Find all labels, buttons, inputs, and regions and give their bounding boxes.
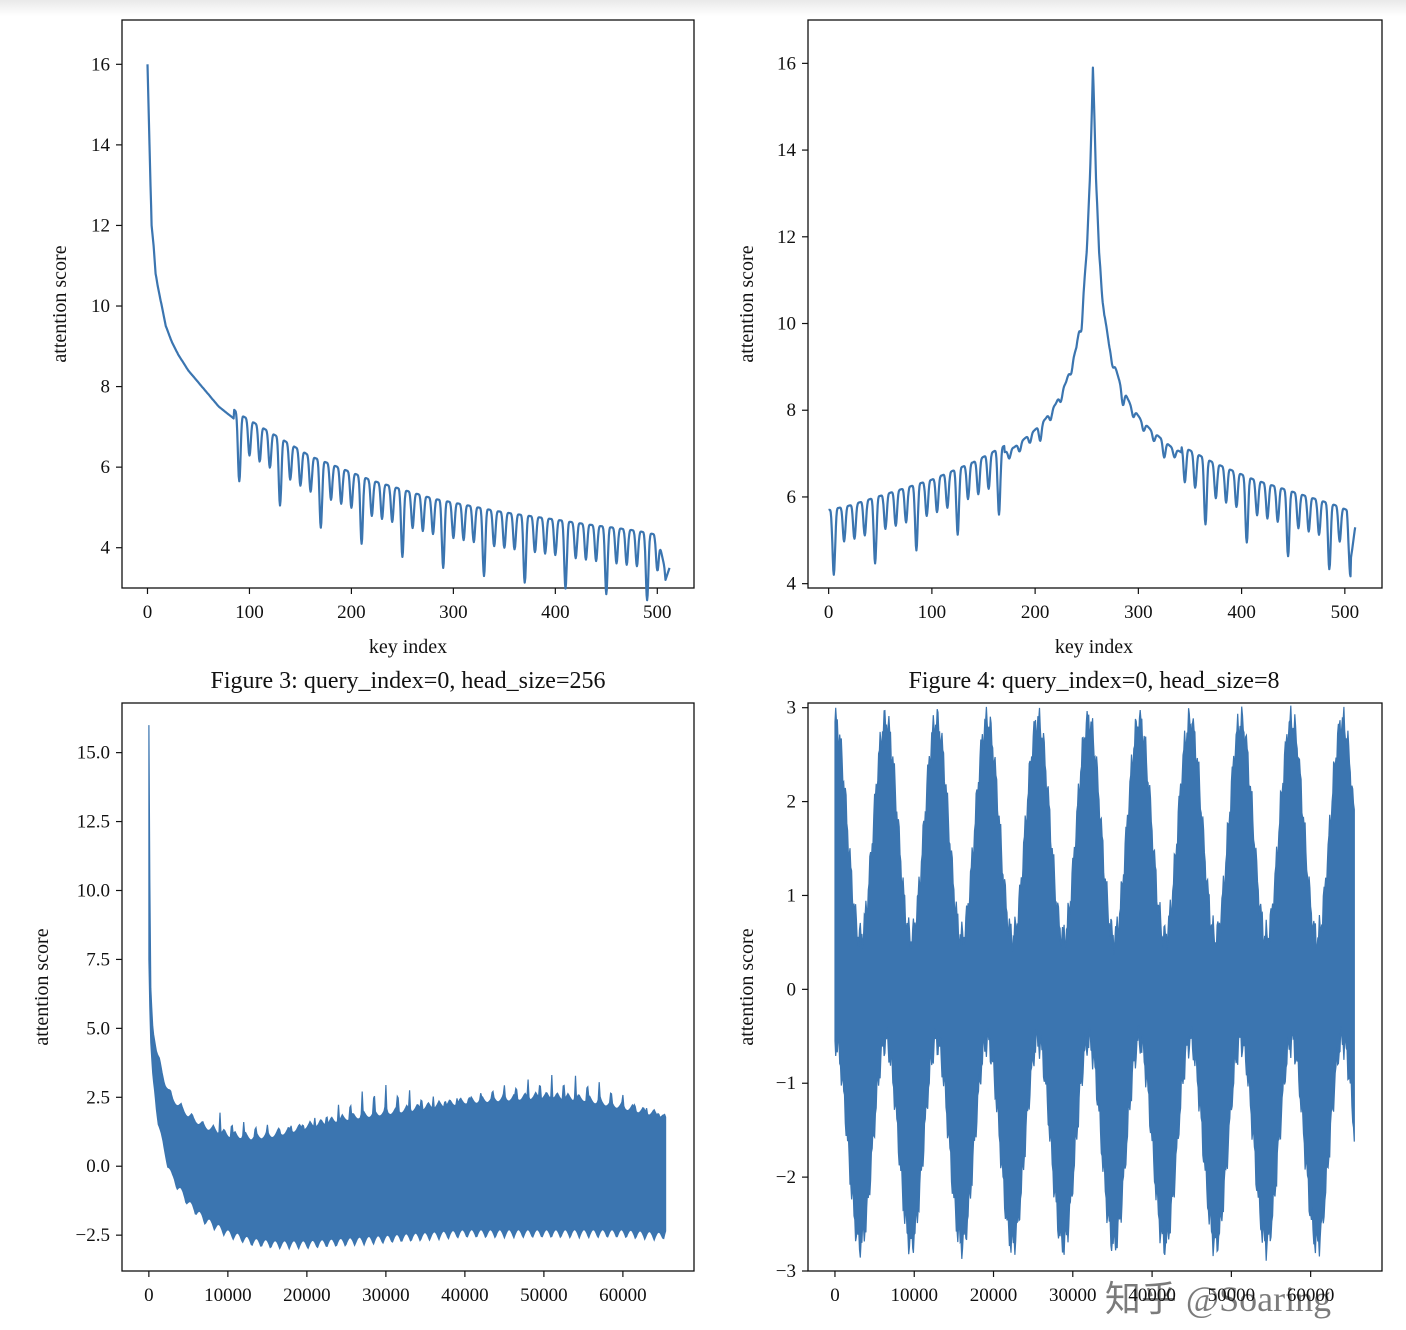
y-tick-label: 6 [101, 457, 111, 478]
x-tick-label: 30000 [1049, 1285, 1097, 1306]
y-tick-label: 12 [91, 215, 110, 236]
y-tick-label: 16 [777, 53, 796, 74]
x-axis-label: key index [369, 636, 447, 658]
y-tick-label: 4 [787, 574, 797, 595]
chart-bottom-right: attention score 0 10000 20000 30000 40000 500… [736, 698, 1383, 1306]
series-band [148, 725, 667, 1251]
x-tick-label: 50000 [1208, 1285, 1256, 1306]
top-fade-band [0, 0, 1406, 16]
y-axis-label: attention score [736, 928, 758, 1045]
chart-top-left: key index attention score 0 100 200 300 400 5… [49, 19, 695, 658]
x-tick-label: 20000 [970, 1285, 1018, 1306]
y-tick-label: 0 [787, 979, 797, 1000]
y-tick-label: 3 [787, 698, 797, 719]
y-tick-label: −3 [776, 1261, 796, 1282]
zhihu-watermark: 知乎 @Soaring [1105, 1279, 1331, 1319]
y-tick-label: 14 [91, 135, 111, 156]
y-tick-label: 1 [787, 885, 797, 906]
x-tick-label: 400 [1227, 602, 1256, 623]
x-tick-label: 0 [830, 1285, 840, 1306]
y-tick-label: 2.5 [86, 1087, 110, 1108]
plot-frame [121, 19, 695, 589]
y-axis-label: attention score [736, 245, 758, 362]
plot-frame [807, 702, 1383, 1272]
plot-frame [807, 19, 1383, 589]
y-tick-label: −2.5 [76, 1225, 110, 1246]
x-tick-label: 50000 [520, 1285, 568, 1306]
x-tick-label: 10000 [204, 1285, 252, 1306]
figure-4-caption: Figure 4: query_index=0, head_size=8 [909, 668, 1280, 694]
x-tick-label: 200 [337, 602, 366, 623]
y-tick-label: 10 [91, 296, 110, 317]
y-tick-label: 4 [101, 538, 111, 559]
y-tick-label: −1 [776, 1073, 796, 1094]
plot-frame [121, 702, 695, 1272]
x-tick-label: 400 [541, 602, 570, 623]
x-tick-label: 200 [1021, 602, 1050, 623]
x-tick-label: 10000 [890, 1285, 938, 1306]
y-tick-label: −2 [776, 1167, 796, 1188]
y-tick-label: 0.0 [86, 1156, 110, 1177]
chart-bottom-left: attention score 0 10000 20000 30000 40000 500… [31, 702, 695, 1306]
series-line [146, 64, 671, 602]
x-tick-label: 0 [143, 602, 153, 623]
y-tick-label: 10 [777, 314, 796, 335]
y-tick-label: 5.0 [86, 1018, 110, 1039]
y-tick-label: 15.0 [77, 743, 110, 764]
y-tick-label: 8 [101, 377, 111, 398]
x-tick-label: 20000 [283, 1285, 331, 1306]
x-tick-label: 60000 [1287, 1285, 1335, 1306]
x-tick-label: 40000 [441, 1285, 489, 1306]
y-tick-label: 16 [91, 54, 110, 75]
series-line [828, 66, 1357, 578]
x-tick-label: 100 [235, 602, 264, 623]
x-tick-label: 100 [918, 602, 947, 623]
x-tick-label: 500 [1331, 602, 1360, 623]
figure-3-caption: Figure 3: query_index=0, head_size=256 [211, 668, 606, 694]
x-tick-label: 0 [144, 1285, 154, 1306]
x-tick-label: 300 [439, 602, 468, 623]
y-tick-label: 8 [787, 400, 797, 421]
x-tick-label: 500 [643, 602, 672, 623]
x-tick-label: 60000 [599, 1285, 647, 1306]
x-tick-label: 0 [824, 602, 834, 623]
y-tick-label: 7.5 [86, 949, 110, 970]
y-tick-label: 2 [787, 792, 797, 813]
chart-top-right: key index attention score 0 100 200 300 400 5… [736, 19, 1383, 658]
x-axis-label: key index [1055, 636, 1133, 658]
y-tick-label: 12 [777, 227, 796, 248]
y-tick-label: 10.0 [77, 880, 110, 901]
x-tick-label: 300 [1124, 602, 1153, 623]
y-tick-label: 6 [787, 487, 797, 508]
series-band [834, 705, 1355, 1261]
y-tick-label: 12.5 [77, 812, 110, 833]
x-tick-label: 30000 [362, 1285, 410, 1306]
x-tick-label: 40000 [1128, 1285, 1176, 1306]
y-tick-label: 14 [777, 140, 797, 161]
y-axis-label: attention score [31, 928, 53, 1045]
y-axis-label: attention score [49, 245, 71, 362]
